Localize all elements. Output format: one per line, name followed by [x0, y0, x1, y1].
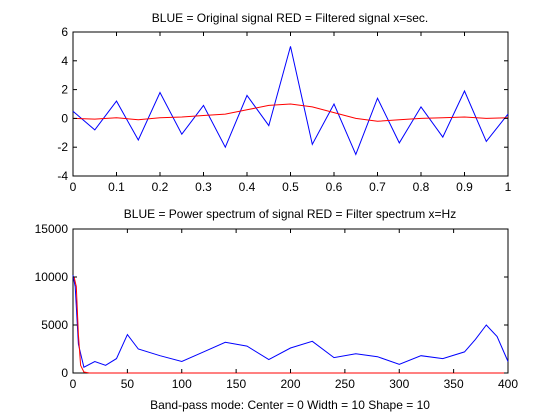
top-xtick-label: 0.7 [369, 180, 386, 194]
bottom-xtick-label: 250 [335, 377, 355, 391]
top-xtick-label: 0.3 [195, 180, 212, 194]
bottom-xtick-label: 200 [280, 377, 300, 391]
filter-status-label: Band-pass mode: Center = 0 Width = 10 Sh… [150, 398, 430, 412]
top-ytick-label: -2 [57, 140, 68, 154]
top-ytick-label: 6 [61, 25, 68, 39]
bottom-plot-title: BLUE = Power spectrum of signal RED = Fi… [124, 207, 456, 221]
top-xtick-label: 0.1 [108, 180, 125, 194]
bottom-xtick-label: 300 [389, 377, 409, 391]
bottom-ytick-label: 5000 [41, 318, 68, 332]
bottom-ytick-label: 10000 [35, 270, 69, 284]
bottom-series-red-line [73, 276, 508, 374]
top-series-red-line [72, 103, 509, 122]
top-xtick-label: 1 [505, 180, 512, 194]
top-ytick-label: 2 [61, 83, 68, 97]
top-series-blue-line [72, 46, 509, 156]
top-xtick-label: 0.8 [413, 180, 430, 194]
bottom-ytick-label: 0 [61, 366, 68, 380]
bottom-series-blue-line [72, 275, 509, 368]
top-ytick-label: -4 [57, 169, 68, 183]
bottom-xtick-label: 150 [226, 377, 246, 391]
top-xtick-label: 0.6 [326, 180, 343, 194]
top-xtick-label: 0 [70, 180, 77, 194]
top-xtick-label: 0.2 [152, 180, 169, 194]
top-ytick-label: 4 [61, 54, 68, 68]
top-xtick-label: 0.9 [456, 180, 473, 194]
bottom-xtick-label: 50 [121, 377, 135, 391]
top-xtick-label: 0.4 [239, 180, 256, 194]
top-xtick-label: 0.5 [282, 180, 299, 194]
bottom-ytick-label: 15000 [35, 222, 69, 236]
bottom-xtick-label: 0 [70, 377, 77, 391]
top-plot-title: BLUE = Original signal RED = Filtered si… [152, 11, 428, 25]
bottom-xtick-label: 350 [444, 377, 464, 391]
bottom-axes-box [72, 228, 509, 374]
bottom-xtick-label: 400 [498, 377, 518, 391]
bottom-xtick-label: 100 [172, 377, 192, 391]
top-ytick-label: 0 [61, 111, 68, 125]
